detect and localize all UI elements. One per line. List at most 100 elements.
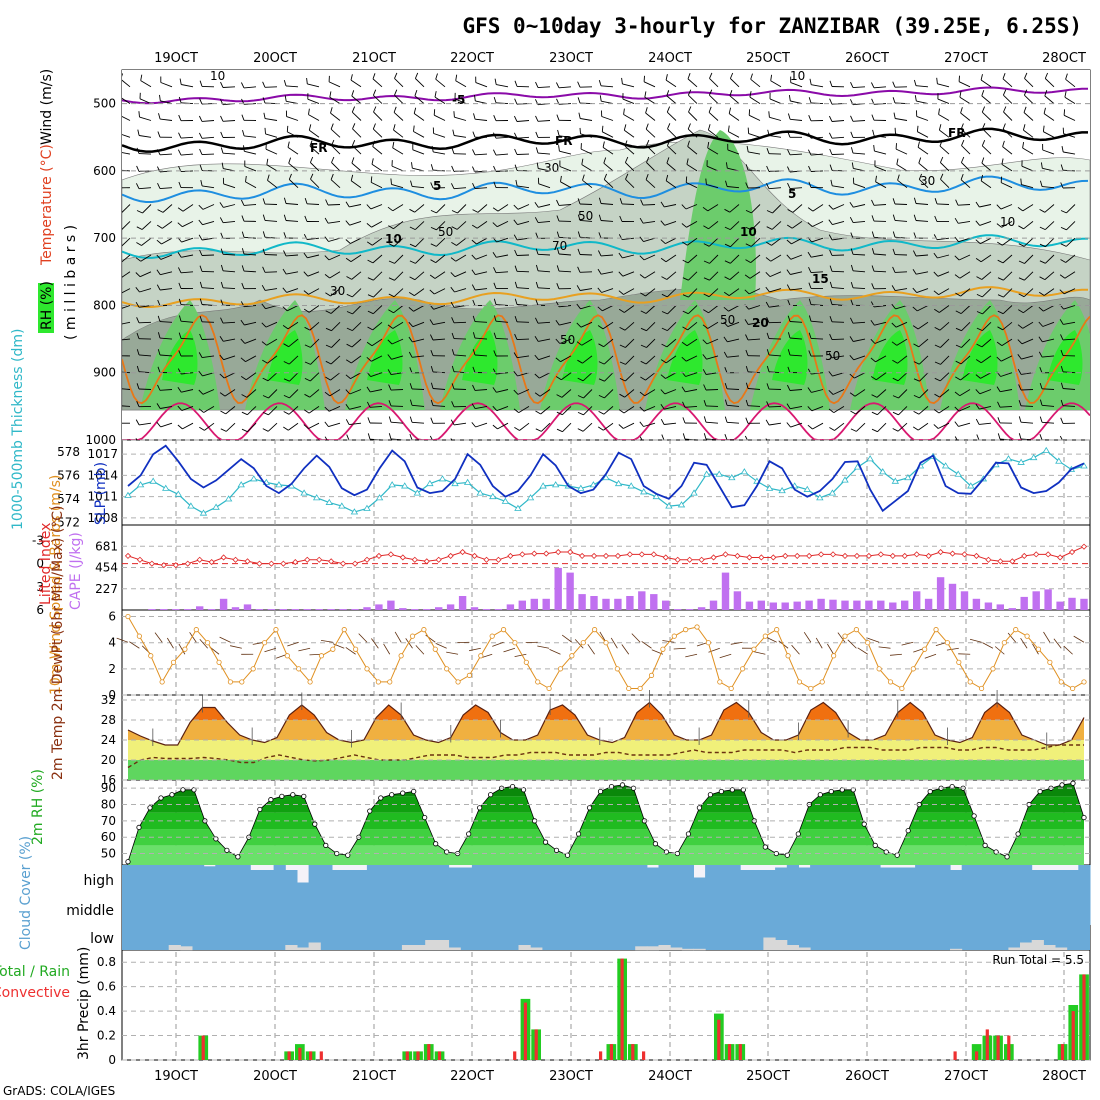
li-point: [853, 552, 861, 559]
thickness-point: [941, 462, 950, 469]
wind10-tick: 6: [108, 610, 116, 624]
cloud-bar: [1031, 870, 1044, 890]
wind10-point: [535, 679, 541, 685]
precip-conv-bar: [298, 1047, 302, 1060]
wind-barb-flag: [807, 222, 813, 227]
li-point: [662, 554, 669, 561]
cape-bar: [219, 598, 228, 610]
wind-barb-flag: [619, 327, 626, 331]
cape-bar: [1080, 598, 1088, 610]
wind-barb-flag: [660, 257, 667, 263]
wind-barb-flag: [366, 223, 372, 228]
wind-barb-flag: [913, 378, 920, 382]
wind-barb-flag: [576, 322, 582, 328]
wind-barb-flag: [345, 220, 350, 226]
wind-barb-flag: [304, 393, 311, 398]
wind-barb-flag: [390, 178, 392, 185]
li-point: [1033, 551, 1040, 558]
wind-barb-flag: [434, 91, 437, 98]
wind-barb-flag: [388, 225, 394, 230]
wind10-barb: [803, 631, 812, 643]
wind-barb-flag: [997, 259, 1004, 264]
wind10-point: [341, 627, 347, 633]
cloud-bar: [1066, 890, 1079, 925]
wind-barb-flag: [451, 210, 458, 214]
wind-barb: [961, 145, 971, 155]
wind-barb-flag: [745, 164, 749, 171]
wind-barb: [559, 338, 572, 344]
wind-barb: [1002, 237, 1013, 246]
wind-barb-flag: [997, 433, 1001, 440]
li-point: [124, 552, 132, 559]
wind-barb: [516, 254, 530, 256]
wind-barb: [729, 221, 740, 230]
wind-barb-flag: [871, 231, 875, 238]
wind-barb: [222, 152, 236, 155]
precip-tick: 0: [108, 1053, 116, 1067]
wind-barb: [434, 271, 446, 279]
wind-barb: [686, 338, 698, 347]
wind-barb: [852, 120, 866, 122]
cloud-bar: [168, 865, 181, 890]
wind-barb-flag: [1060, 226, 1067, 231]
wind-barb-flag: [640, 360, 647, 365]
wind10-point: [705, 640, 712, 646]
wind-barb-flag: [849, 336, 854, 342]
wind-barb-flag: [727, 125, 730, 132]
wind-barb-flag: [766, 332, 770, 339]
wind-barb-flag: [430, 209, 437, 214]
wind-barb-flag: [241, 411, 248, 416]
cloud-bar: [810, 865, 823, 890]
wind-barb: [898, 389, 908, 399]
wind-barb-flag: [975, 418, 980, 425]
wind-barb: [138, 153, 152, 155]
cloud-bar: [215, 890, 228, 925]
cloud-bar: [425, 940, 438, 950]
wind10-point: [671, 633, 677, 639]
wind10-point: [717, 679, 723, 685]
wind-barb-flag: [746, 145, 749, 152]
thickness-point: [476, 489, 484, 496]
wind-barb-flag: [367, 277, 374, 281]
thickness-point: [489, 492, 497, 500]
cloud-bar: [168, 945, 181, 950]
wind-barb-flag: [492, 424, 498, 430]
wind-barb: [729, 271, 740, 280]
thickness-point: [162, 484, 170, 491]
wind-barb-flag: [534, 354, 539, 360]
wind-barb: [329, 271, 341, 279]
wind-barb: [517, 185, 530, 189]
wind-barb: [789, 354, 803, 357]
cloud-bar: [250, 870, 263, 890]
wind10-point: [660, 646, 666, 652]
wind-barb: [979, 389, 992, 395]
wind10-barb: [469, 647, 481, 652]
wind-barb-flag: [745, 243, 752, 247]
wind-barb: [202, 355, 215, 359]
wind-barb: [960, 355, 971, 365]
wind-barb-flag: [241, 428, 248, 433]
cape-bar: [160, 609, 168, 610]
wind-barb: [285, 254, 299, 257]
wind-barb-flag: [116, 260, 121, 263]
cape-bar: [960, 591, 969, 610]
wind-barb: [434, 114, 446, 121]
wind-barb: [622, 254, 635, 259]
precip-tick: 0.6: [97, 980, 116, 994]
wind-barb-flag: [514, 298, 518, 305]
wind-barb-flag: [912, 268, 917, 275]
wind-barb: [247, 406, 257, 416]
wind-barb: [394, 271, 404, 281]
wind10-point: [1081, 679, 1087, 685]
wind-barb: [267, 355, 278, 364]
wind-barb: [831, 136, 845, 139]
cloud-bar: [1078, 865, 1091, 890]
wind-barb: [371, 221, 383, 228]
wind-barb-flag: [116, 164, 118, 170]
wind10-barb: [867, 637, 880, 643]
wind10-barb: [116, 637, 129, 643]
cloud-bar: [180, 890, 193, 925]
cloud-bar: [996, 890, 1009, 925]
wind10-tick: 4: [108, 636, 116, 650]
wind-barb-flag: [933, 424, 939, 429]
